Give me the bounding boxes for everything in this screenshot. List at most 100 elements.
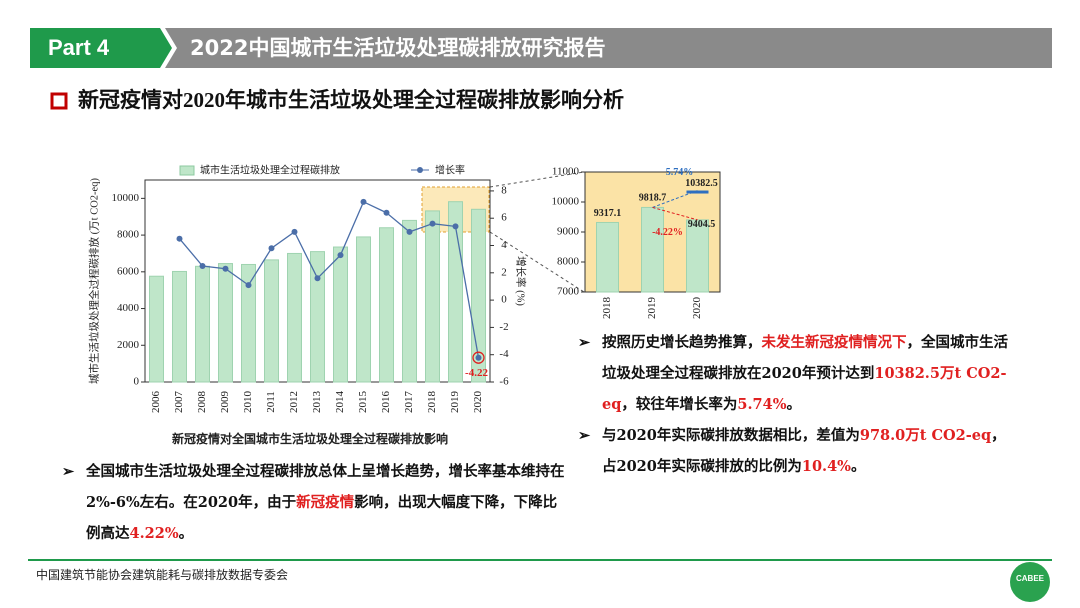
projection-mark xyxy=(686,190,709,194)
part-tab xyxy=(30,28,172,68)
y-tick-label: 0 xyxy=(134,376,140,388)
connector xyxy=(489,171,585,188)
section-icon xyxy=(50,92,68,110)
text-run: 5.74% xyxy=(737,396,787,413)
projection-label: 10382.5 xyxy=(685,178,718,189)
x-tick-label: 2007 xyxy=(173,391,185,414)
bar xyxy=(149,275,164,383)
y-tick-label: 6000 xyxy=(117,265,140,277)
x-tick-label: 2018 xyxy=(426,391,438,414)
x-tick-label: 2015 xyxy=(357,391,369,414)
x-tick-label: 2008 xyxy=(196,391,208,414)
point xyxy=(383,209,390,216)
section-title: 新冠疫情对2020年城市生活垃圾处理全过程碳排放影响分析 xyxy=(78,88,624,112)
bar xyxy=(379,227,394,383)
data-label: 9317.1 xyxy=(594,208,622,219)
x-tick-label: 2020 xyxy=(472,391,484,414)
bar xyxy=(287,252,302,383)
y-tick-label: 8000 xyxy=(117,229,140,241)
x-tick-label: 2017 xyxy=(403,391,415,414)
point xyxy=(291,228,298,235)
right-text: 按照历史增长趋势推算，未发生新冠疫情情况下，全国城市生活垃圾处理全过程碳排放在2… xyxy=(578,327,1018,482)
text-run: 全国城市生活垃圾处理全过程碳排放总体上呈增长趋势，增长率基本维持在2%-6%左右… xyxy=(86,463,565,511)
text-run: 影响，出现大幅度下降，下降比例高达 xyxy=(86,494,558,542)
y-tick-label: 11000 xyxy=(552,166,580,178)
data-label: 9818.7 xyxy=(639,193,667,204)
y2-tick-label: 6 xyxy=(501,212,507,224)
bar xyxy=(241,263,256,383)
y-tick-label: 7000 xyxy=(557,286,580,298)
x-tick-label: 2019 xyxy=(449,391,461,414)
left-text: 全国城市生活垃圾处理全过程碳排放总体上呈增长趋势，增长率基本维持在2%-6%左右… xyxy=(62,456,567,549)
text-run: ，较往年增长率为 xyxy=(621,396,738,413)
bar xyxy=(356,236,371,383)
data-label: 9404.5 xyxy=(688,219,716,230)
decline-line xyxy=(652,206,698,221)
bar xyxy=(333,246,348,383)
legend-label: 增长率 xyxy=(435,163,465,176)
text-run: ，占2020年实际碳排放的比例为 xyxy=(602,427,1006,475)
header-title: 2022中国城市生活垃圾处理碳排放研究报告 xyxy=(190,36,605,60)
text-run: 按照历史增长趋势推算， xyxy=(602,334,762,351)
y-tick-label: 10000 xyxy=(112,192,140,204)
text-run: 。 xyxy=(786,396,801,413)
x-tick-label: 2014 xyxy=(334,391,346,414)
bar xyxy=(425,210,440,383)
y2-tick-label: -2 xyxy=(499,321,508,333)
bar xyxy=(195,265,210,383)
x-tick-label: 2011 xyxy=(265,391,277,413)
text-run: 。 xyxy=(178,525,194,542)
x-tick-label: 2010 xyxy=(242,391,254,414)
bullet: 按照历史增长趋势推算，未发生新冠疫情情况下，全国城市生活垃圾处理全过程碳排放在2… xyxy=(578,327,1018,420)
chart-caption: 新冠疫情对全国城市生活垃圾处理全过程碳排放影响 xyxy=(172,431,448,446)
text-run: 新冠疫情 xyxy=(296,494,355,511)
bar xyxy=(686,219,709,293)
point xyxy=(245,282,252,289)
point xyxy=(337,252,344,259)
x-tick-label: 2009 xyxy=(219,391,231,414)
y-tick-label: 8000 xyxy=(557,256,580,268)
bar xyxy=(218,263,233,383)
y-tick-label: 4000 xyxy=(117,302,140,314)
header-bar xyxy=(165,28,1052,68)
x-tick-label: 2006 xyxy=(150,391,162,414)
x-tick-label: 2013 xyxy=(311,391,323,414)
y-tick-label: 2000 xyxy=(117,339,140,351)
point xyxy=(429,220,436,227)
point xyxy=(222,265,229,272)
logo-text: CABEE xyxy=(1016,574,1045,583)
y2-tick-label: 8 xyxy=(501,184,507,196)
y2-tick-label: 0 xyxy=(501,294,507,306)
line xyxy=(179,200,480,358)
text-run: 978.0万t CO2-eq xyxy=(859,427,992,444)
x-tick-label: 2012 xyxy=(288,391,300,413)
y-tick-label: 10000 xyxy=(552,196,580,208)
x-tick-label: 2019 xyxy=(646,297,658,320)
point xyxy=(199,262,206,269)
x-tick-label: 2018 xyxy=(601,297,613,320)
annotation: 5.74% xyxy=(666,167,694,178)
text-run: 4.22% xyxy=(129,525,179,542)
x-tick-label: 2016 xyxy=(380,391,392,414)
text-run: 10.4% xyxy=(801,458,851,475)
point xyxy=(360,198,367,205)
legend-swatch xyxy=(417,167,423,173)
text-run: 。 xyxy=(850,458,866,475)
part-label: Part 4 xyxy=(48,35,110,60)
bullet: 与2020年实际碳排放数据相比，差值为978.0万t CO2-eq，占2020年… xyxy=(578,420,1018,482)
y-tick-label: 9000 xyxy=(557,226,580,238)
y2-axis-label: 增长率 (%) xyxy=(515,256,528,306)
y2-tick-label: 2 xyxy=(501,266,507,278)
point xyxy=(406,228,413,235)
text-run: 10382.5万t CO2-eq xyxy=(602,365,1007,413)
point-highlight xyxy=(472,351,485,364)
legend-label: 城市生活垃圾处理全过程碳排放 xyxy=(200,163,340,176)
annotation: -4.22% xyxy=(652,227,683,238)
connector xyxy=(489,231,585,293)
x-tick-label: 2020 xyxy=(691,297,703,320)
bar xyxy=(402,219,417,383)
bar xyxy=(264,259,279,383)
point xyxy=(176,235,183,242)
